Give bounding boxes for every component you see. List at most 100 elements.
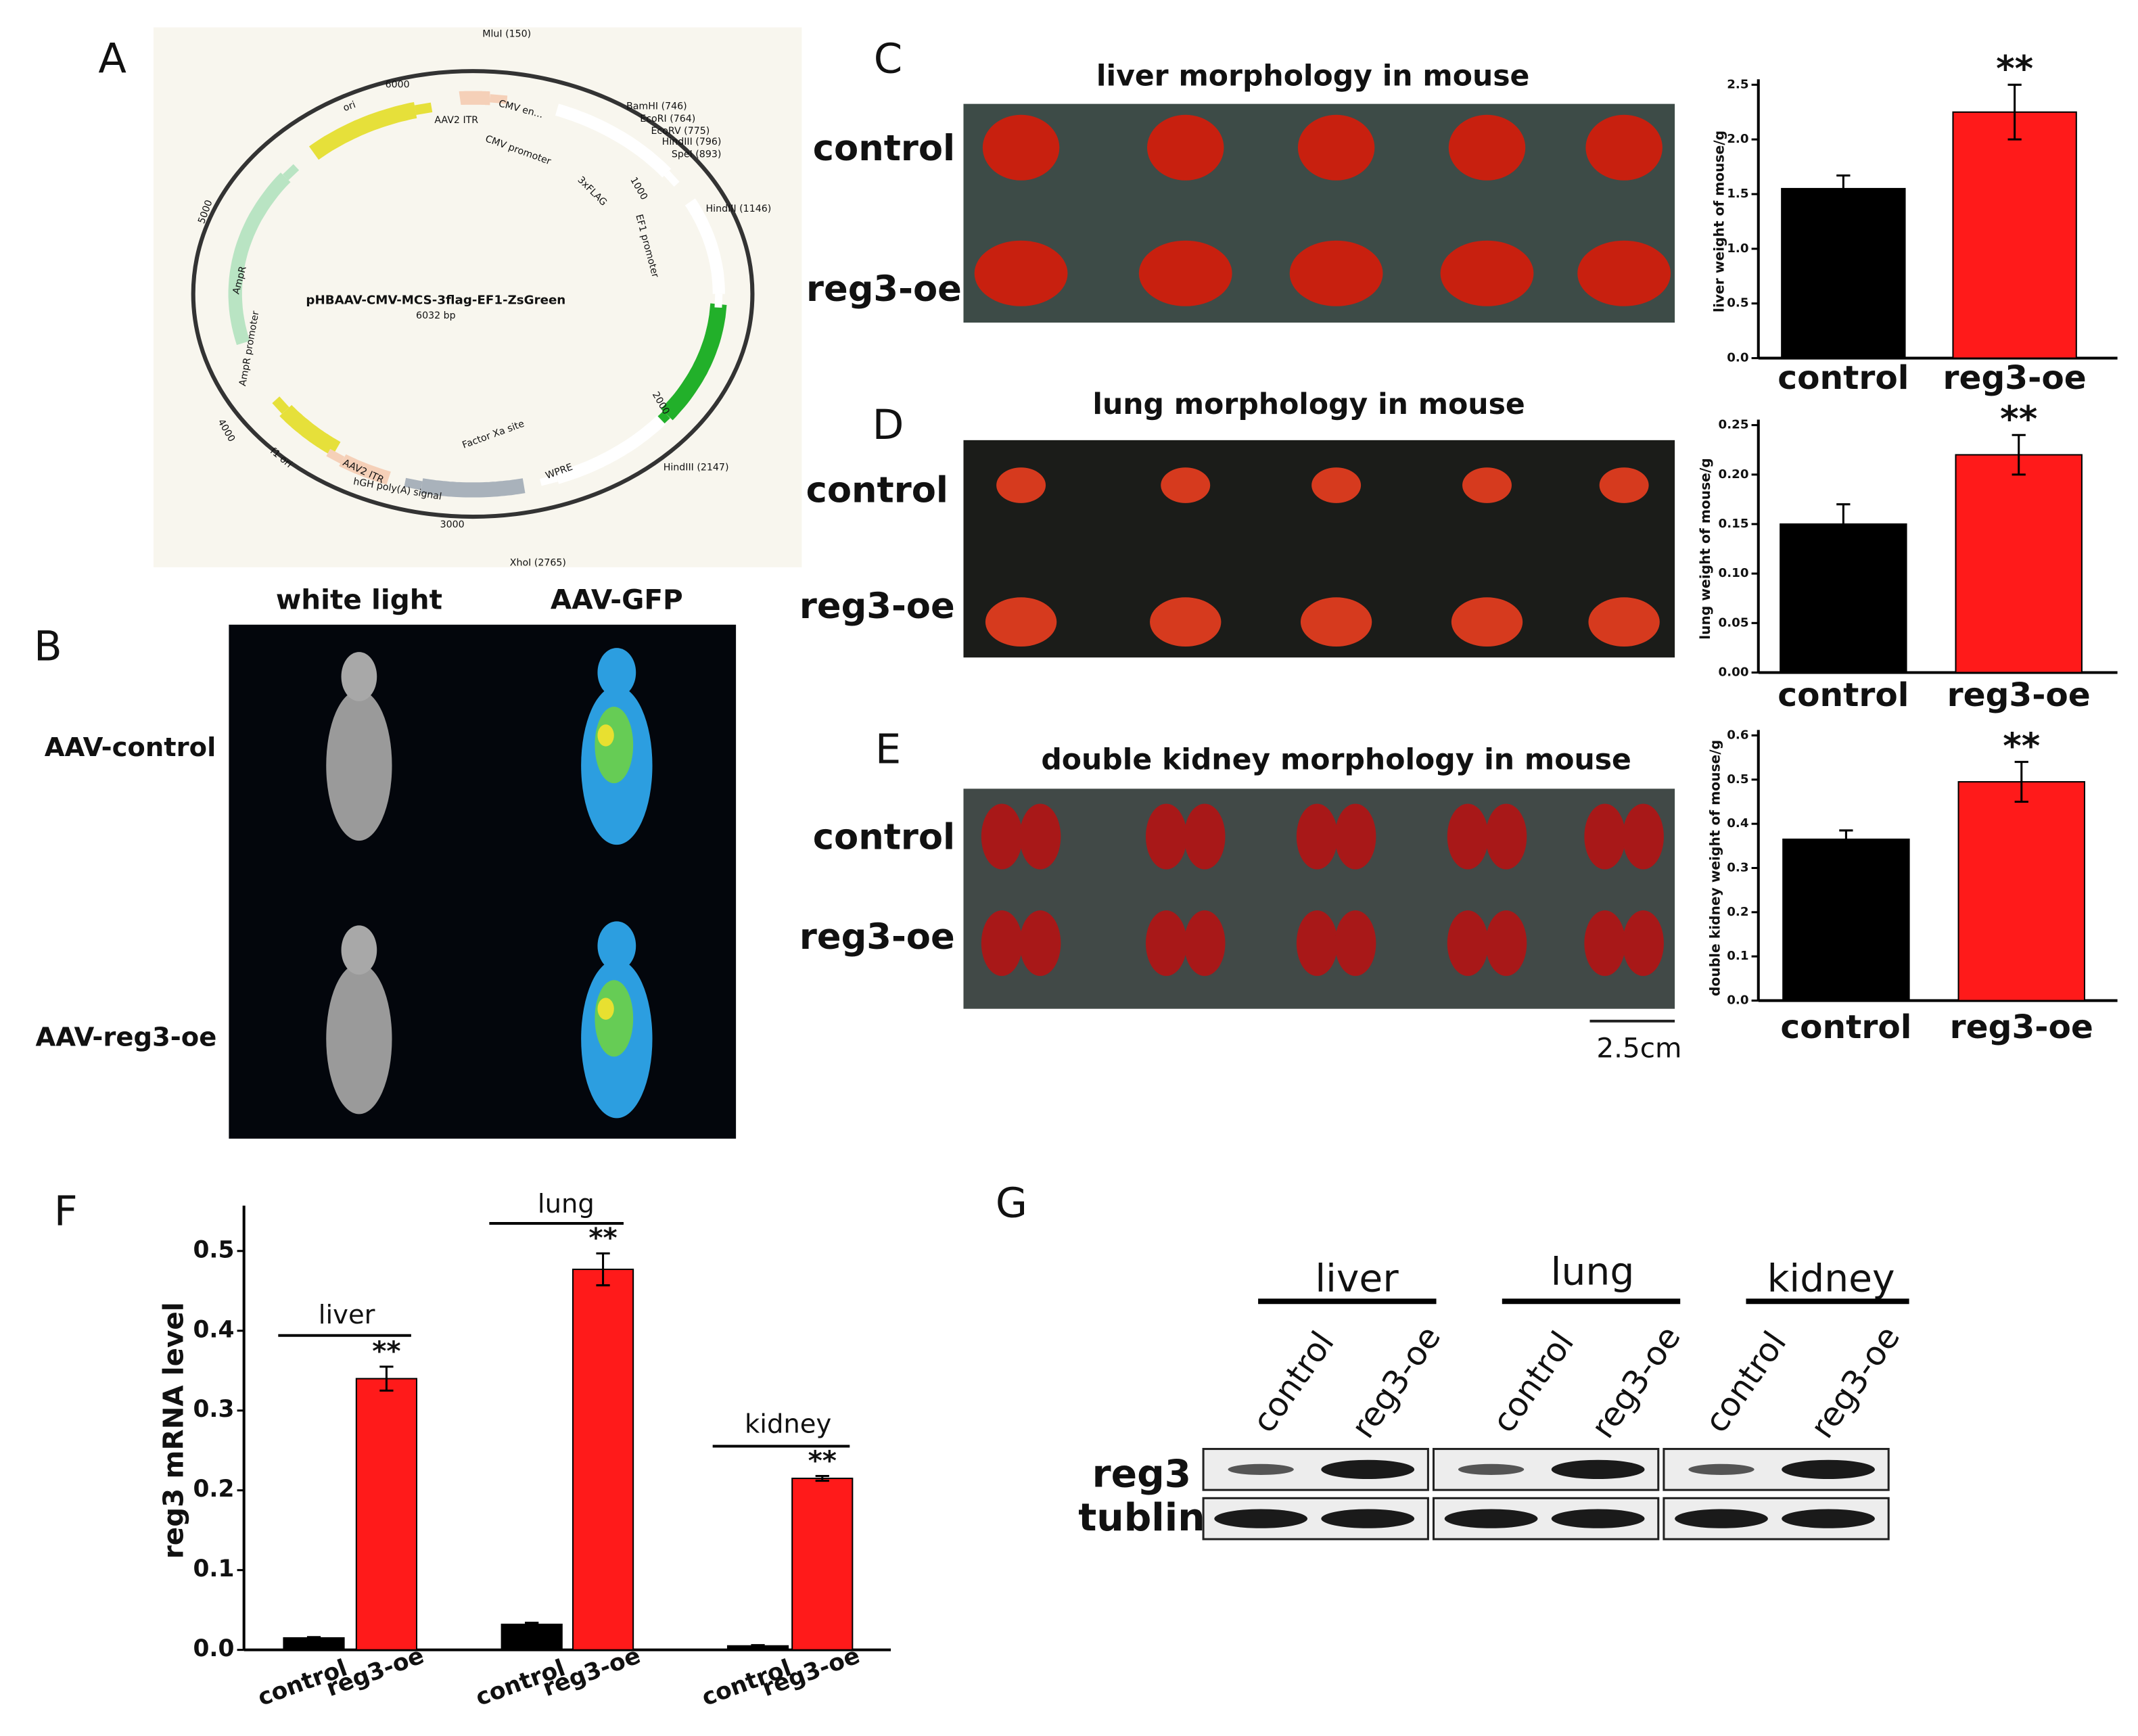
imaging-column: white light — [276, 583, 442, 615]
bar — [1952, 111, 2077, 359]
ef1-feature — [684, 198, 725, 294]
organ — [1451, 597, 1523, 647]
organ — [996, 467, 1046, 503]
y-tick-label: 0.0 — [1727, 993, 1748, 1008]
y-tick-label: 2.0 — [1727, 132, 1748, 146]
organ — [1623, 803, 1664, 870]
y-tick-label: 0.2 — [1727, 905, 1748, 919]
y-tick-label: 0.4 — [1727, 816, 1748, 830]
itr-feature-head — [326, 448, 345, 464]
blot-band — [1551, 1459, 1645, 1480]
blot-band — [1444, 1509, 1538, 1528]
morphology-title: liver morphology in mouse — [1096, 60, 1529, 93]
imaging-photo — [229, 624, 737, 1139]
y-axis-label: double kidney weight of mouse/g — [1706, 740, 1723, 996]
bar — [355, 1378, 418, 1651]
organ — [1462, 467, 1512, 503]
itr-feature — [339, 454, 391, 485]
scale-bar-label: 2.5cm — [1596, 1031, 1681, 1064]
y-tick-label: 0.5 — [1727, 296, 1748, 310]
zsgreen-feature — [661, 303, 727, 421]
plasmid-label: 6000 — [386, 79, 410, 90]
y-tick-label: 0.0 — [1727, 351, 1748, 365]
organ — [1311, 467, 1362, 503]
plasmid-label: pHBAAV-CMV-MCS-3flag-EF1-ZsGreen — [306, 294, 565, 308]
plasmid-label: 3000 — [440, 519, 465, 530]
blot-band — [1321, 1459, 1415, 1480]
plasmid-label: BamHI (746) — [626, 101, 687, 112]
organ — [1334, 803, 1376, 870]
organ — [1584, 803, 1626, 870]
organ — [1300, 597, 1372, 647]
organ — [1019, 910, 1061, 977]
plasmid-background — [153, 27, 802, 567]
panel-label: C — [874, 36, 902, 83]
blot-band — [1228, 1463, 1294, 1475]
x-tick-label: reg3-oe — [1950, 1008, 2093, 1046]
blot-band — [1688, 1463, 1754, 1475]
y-axis-label: lung weight of mouse/g — [1697, 458, 1713, 639]
panel-label: E — [875, 726, 901, 773]
significance: ** — [1996, 49, 2033, 90]
x-tick-label: control — [1780, 1008, 1911, 1046]
organ — [1585, 114, 1663, 181]
group-label: lung — [538, 1189, 595, 1219]
y-tick-label: 0.4 — [193, 1316, 234, 1343]
ef1-feature-head — [714, 294, 723, 308]
organ — [974, 240, 1068, 306]
hgh-feature — [420, 478, 526, 498]
blot-box — [1202, 1497, 1429, 1541]
blot-row-label: reg3 — [1092, 1452, 1192, 1497]
significance: ** — [2000, 399, 2037, 440]
y-tick-label: 0.10 — [1719, 566, 1749, 580]
hgh-feature-head — [404, 477, 423, 490]
organ — [1577, 240, 1671, 306]
y-tick-label: 0.5 — [1727, 772, 1748, 787]
lane-label: control — [1485, 1325, 1582, 1440]
mouse-gfp-signal — [595, 706, 634, 784]
organ — [981, 910, 1023, 977]
significance: ** — [2003, 726, 2040, 767]
organ — [1296, 803, 1338, 870]
morphology-row: reg3-oe — [806, 268, 962, 310]
lane-label: reg3-oe — [1584, 1319, 1688, 1445]
cmv-feature — [555, 103, 672, 178]
organ — [1447, 910, 1489, 977]
plasmid-label: 6032 bp — [416, 310, 456, 321]
plasmid-label: SpeI (893) — [672, 149, 722, 160]
significance: ** — [808, 1444, 837, 1476]
organ — [1145, 803, 1187, 870]
wpre-feature — [555, 415, 666, 484]
y-tick-label: 0.15 — [1719, 517, 1749, 531]
y-tick-label: 0.5 — [193, 1236, 234, 1263]
organ — [1150, 597, 1222, 647]
morphology-row: reg3-oe — [799, 586, 955, 627]
organ — [1588, 597, 1660, 647]
plasmid-label: MluI (150) — [482, 29, 531, 40]
lane-label: control — [1698, 1325, 1794, 1440]
y-tick-label: 0.6 — [1727, 728, 1748, 742]
x-tick-label: control — [1777, 359, 1909, 397]
ori-feature — [308, 101, 417, 160]
tissue-label: kidney — [1767, 1257, 1895, 1301]
organ — [985, 597, 1057, 647]
organ — [1623, 910, 1664, 977]
mouse-white-head — [341, 925, 377, 975]
plasmid-label: EcoRI (764) — [640, 114, 695, 124]
plasmid-label: ori — [342, 99, 357, 114]
organ — [1161, 467, 1211, 503]
organ — [1297, 114, 1375, 181]
organ — [1184, 910, 1226, 977]
morphology-title: lung morphology in mouse — [1092, 388, 1525, 421]
y-tick-label: 0.25 — [1719, 418, 1749, 432]
mouse-gfp-head — [597, 648, 636, 697]
y-axis-label: reg3 mRNA level — [157, 1302, 189, 1559]
wpre-feature-head — [539, 474, 558, 486]
bar — [572, 1268, 634, 1651]
imaging-row: AAV-control — [45, 732, 216, 763]
mouse-gfp-head — [597, 921, 636, 971]
bar — [1955, 454, 2083, 674]
plasmid-label: AAV2 ITR — [434, 115, 478, 126]
blot-band — [1458, 1463, 1525, 1475]
